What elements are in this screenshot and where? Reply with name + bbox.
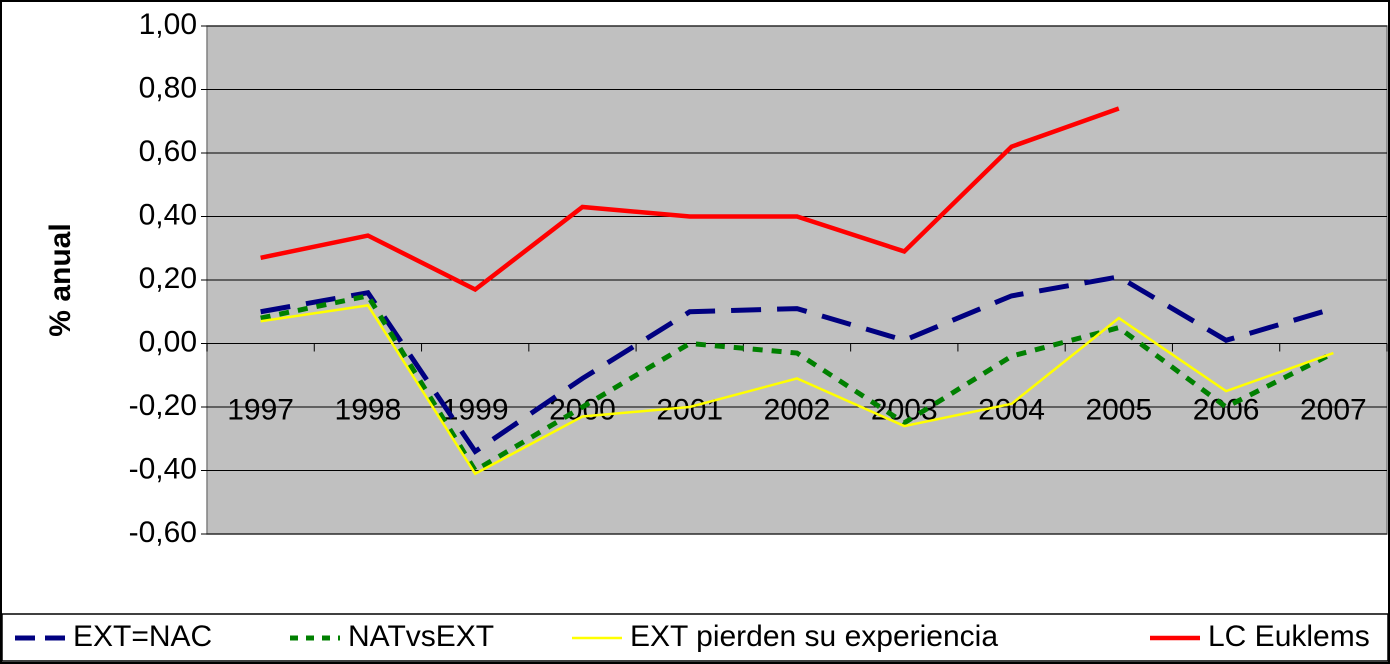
series-line xyxy=(260,304,1334,476)
y-tick-label: 0,60 xyxy=(139,135,197,168)
y-tick-label: 0,00 xyxy=(139,325,197,358)
y-tick-label: 0,40 xyxy=(139,198,197,231)
y-tick-label: -0,60 xyxy=(129,516,197,549)
x-tick-label: 2000 xyxy=(549,393,616,426)
y-tick-label: 1,00 xyxy=(139,8,197,41)
legend-label: LC Euklems xyxy=(1208,620,1370,653)
x-tick-label: 1997 xyxy=(227,393,294,426)
legend-label: EXT pierden su experiencia xyxy=(630,620,998,653)
x-tick-label: 2007 xyxy=(1300,393,1367,426)
x-tick-label: 1999 xyxy=(442,393,509,426)
x-tick-label: 1998 xyxy=(335,393,402,426)
x-tick-label: 2002 xyxy=(764,393,831,426)
y-tick-label: 0,20 xyxy=(139,262,197,295)
y-tick-label: 0,80 xyxy=(139,71,197,104)
y-axis-label: % anual xyxy=(44,223,77,336)
legend-label: NATvsEXT xyxy=(348,620,494,653)
series-line xyxy=(260,293,1335,474)
y-tick-label: -0,20 xyxy=(129,389,197,422)
series-line xyxy=(260,106,1120,293)
legend-label: EXT=NAC xyxy=(73,620,212,653)
series-line xyxy=(260,274,1335,455)
x-tick-label: 2004 xyxy=(978,393,1045,426)
x-tick-label: 2005 xyxy=(1085,393,1152,426)
x-tick-label: 2006 xyxy=(1193,393,1260,426)
y-tick-label: -0,40 xyxy=(129,452,197,485)
